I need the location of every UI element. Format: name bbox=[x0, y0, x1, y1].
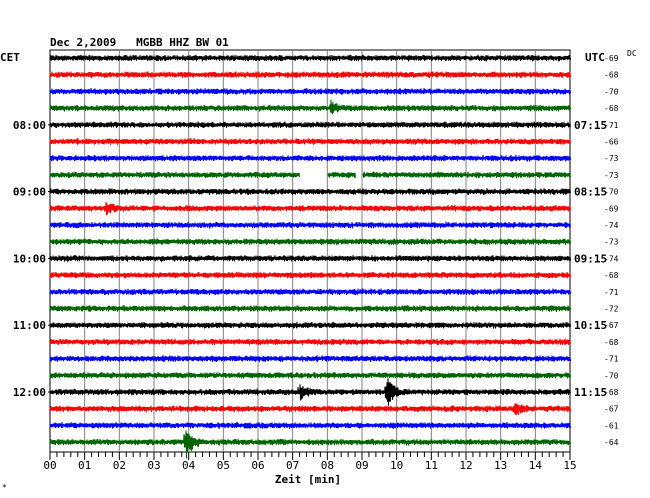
trace-black bbox=[49, 121, 571, 129]
x-tick-label: 07 bbox=[286, 459, 299, 472]
dc-offset-label: -68 bbox=[604, 104, 619, 113]
dc-offset-label: -67 bbox=[604, 321, 619, 330]
corner-mark: * bbox=[2, 483, 7, 492]
dc-offset-label: -71 bbox=[604, 355, 619, 364]
axis-labels: 00 01 02 03 04 05 06 07 08 09 10 11 12 13 14 15 -69 -68 -7… bbox=[13, 54, 619, 472]
x-tick-label: 02 bbox=[113, 459, 126, 472]
dc-offset-label: -73 bbox=[604, 154, 619, 163]
x-tick-label: 08 bbox=[321, 459, 334, 472]
dc-offset-label: -74 bbox=[604, 221, 619, 230]
trace-blue bbox=[49, 221, 571, 229]
right-time-label: 09:15 bbox=[574, 252, 607, 265]
trace-green bbox=[49, 171, 571, 179]
trace-blue bbox=[49, 355, 571, 363]
seismic-traces bbox=[49, 54, 571, 459]
trace-blue bbox=[49, 154, 571, 162]
left-time-label: 09:00 bbox=[13, 186, 46, 199]
dc-offset-label: -64 bbox=[604, 438, 619, 447]
x-tick-label: 03 bbox=[147, 459, 160, 472]
trace-red bbox=[49, 71, 571, 79]
trace-black bbox=[49, 378, 571, 406]
x-tick-label: 13 bbox=[494, 459, 507, 472]
x-tick-label: 14 bbox=[529, 459, 543, 472]
left-timezone-label: CET bbox=[0, 51, 20, 64]
x-tick-label: 10 bbox=[390, 459, 403, 472]
trace-green bbox=[49, 99, 571, 115]
trace-green bbox=[49, 430, 571, 459]
chart-title: Dec 2,2009 MGBB HHZ BW 01 bbox=[50, 36, 229, 49]
left-time-label: 08:00 bbox=[13, 119, 46, 132]
x-tick-label: 01 bbox=[78, 459, 91, 472]
dc-offset-label: -68 bbox=[604, 271, 619, 280]
trace-blue bbox=[49, 88, 571, 95]
x-tick-label: 12 bbox=[459, 459, 472, 472]
dc-offset-label: -68 bbox=[604, 388, 619, 397]
trace-red bbox=[49, 271, 571, 279]
grid-lines bbox=[49, 49, 571, 453]
dc-offset-label: -73 bbox=[604, 171, 619, 180]
dc-offset-label: -69 bbox=[604, 204, 619, 213]
right-timezone-label: UTC bbox=[585, 51, 605, 64]
right-time-label: 07:15 bbox=[574, 119, 607, 132]
trace-green bbox=[49, 305, 571, 312]
x-tick-label: 05 bbox=[217, 459, 230, 472]
dc-offset-label: -71 bbox=[604, 121, 619, 130]
dc-offset-label: -70 bbox=[604, 371, 619, 380]
left-time-label: 11:00 bbox=[13, 319, 46, 332]
x-tick-label: 11 bbox=[425, 459, 438, 472]
dc-offset-label: -68 bbox=[604, 338, 619, 347]
trace-black bbox=[49, 321, 571, 329]
trace-green bbox=[49, 371, 571, 379]
x-axis-label: Zeit [min] bbox=[275, 473, 341, 486]
x-tick-label: 09 bbox=[355, 459, 368, 472]
trace-black bbox=[49, 254, 571, 262]
left-time-label: 10:00 bbox=[13, 252, 46, 265]
dc-offset-label: -70 bbox=[604, 188, 619, 197]
x-tick-label: 04 bbox=[182, 459, 196, 472]
trace-red bbox=[49, 403, 571, 416]
dc-offset-label: -72 bbox=[604, 305, 619, 314]
left-time-label: 12:00 bbox=[13, 386, 46, 399]
dc-offset-label: -67 bbox=[604, 405, 619, 414]
trace-green bbox=[49, 238, 571, 246]
trace-black bbox=[49, 54, 571, 62]
right-time-label: 11:15 bbox=[574, 386, 607, 399]
dc-offset-label: -71 bbox=[604, 288, 619, 297]
trace-red bbox=[49, 338, 571, 346]
dc-offset-label: -73 bbox=[604, 238, 619, 247]
x-tick-label: 06 bbox=[251, 459, 264, 472]
dc-offset-label: -74 bbox=[604, 254, 619, 263]
dc-offset-label: -69 bbox=[604, 54, 619, 63]
right-time-label: 08:15 bbox=[574, 186, 607, 199]
dc-offset-label: -70 bbox=[604, 87, 619, 96]
trace-red bbox=[49, 201, 571, 216]
plot-frame bbox=[49, 49, 571, 453]
x-tick-label: 15 bbox=[563, 459, 576, 472]
trace-blue bbox=[49, 422, 571, 429]
trace-black bbox=[49, 188, 571, 195]
trace-blue bbox=[49, 288, 571, 296]
x-tick-label: 00 bbox=[43, 459, 56, 472]
dc-label: DC bbox=[627, 49, 637, 58]
trace-red bbox=[49, 138, 571, 145]
dc-offset-label: -66 bbox=[604, 138, 619, 147]
right-time-label: 10:15 bbox=[574, 319, 607, 332]
dc-offset-label: -61 bbox=[604, 421, 619, 430]
dc-offset-label: -68 bbox=[604, 71, 619, 80]
